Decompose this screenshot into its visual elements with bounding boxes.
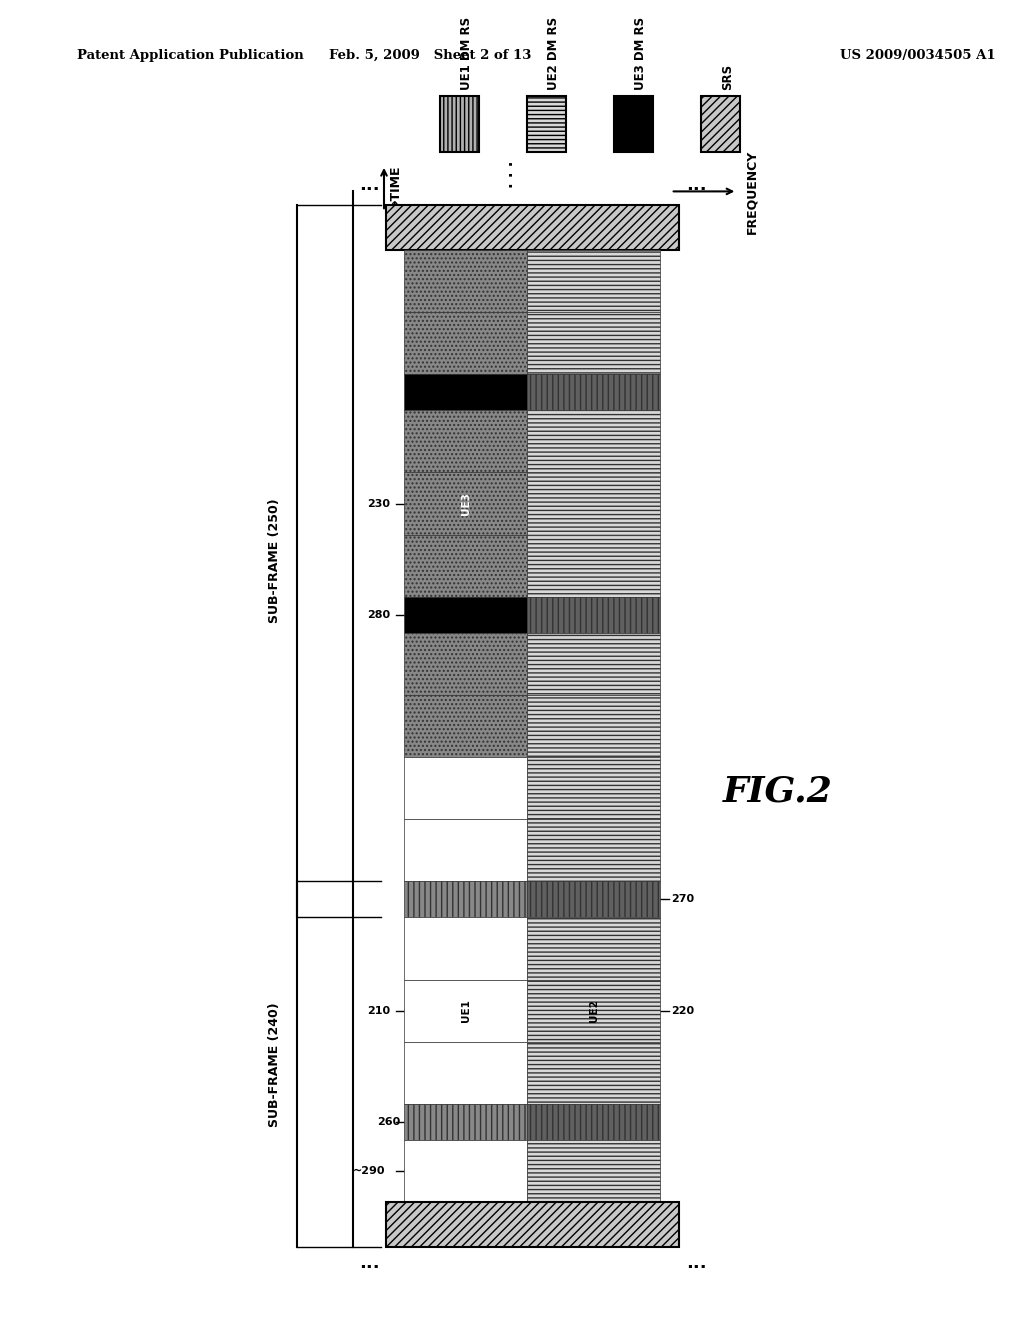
Text: 210: 210 bbox=[367, 1006, 390, 1015]
Bar bbox=[404, 632, 527, 694]
Bar bbox=[527, 1139, 660, 1203]
Bar bbox=[527, 313, 660, 375]
Bar bbox=[527, 917, 660, 979]
Bar bbox=[527, 249, 660, 313]
Text: UE1: UE1 bbox=[461, 999, 471, 1022]
Bar bbox=[404, 758, 527, 820]
Text: ...: ... bbox=[686, 1254, 707, 1272]
Text: UE3: UE3 bbox=[461, 492, 471, 515]
Bar bbox=[527, 1041, 660, 1104]
Text: 280: 280 bbox=[367, 610, 390, 620]
Bar bbox=[404, 597, 527, 632]
Bar bbox=[527, 979, 660, 1041]
Bar bbox=[404, 694, 527, 758]
Text: 270: 270 bbox=[671, 895, 694, 904]
Bar bbox=[404, 1104, 527, 1139]
Bar bbox=[404, 917, 527, 979]
Bar bbox=[527, 96, 566, 152]
Text: UE2: UE2 bbox=[589, 999, 599, 1022]
Bar bbox=[404, 882, 527, 917]
Bar bbox=[404, 535, 527, 597]
Bar bbox=[404, 979, 527, 1041]
Bar bbox=[527, 597, 660, 632]
Text: SUB-FRAME (240): SUB-FRAME (240) bbox=[268, 1002, 281, 1127]
Bar bbox=[404, 313, 527, 375]
Text: UE1 DM RS: UE1 DM RS bbox=[460, 17, 473, 90]
Text: 220: 220 bbox=[671, 1006, 694, 1015]
Text: ...: ... bbox=[359, 176, 380, 194]
Text: FREQUENCY: FREQUENCY bbox=[745, 149, 759, 234]
Text: UE2 DM RS: UE2 DM RS bbox=[547, 17, 560, 90]
Text: ...: ... bbox=[686, 176, 707, 194]
Bar bbox=[527, 882, 660, 917]
Text: ...: ... bbox=[359, 1254, 380, 1272]
Bar bbox=[404, 1041, 527, 1104]
Bar bbox=[404, 1139, 527, 1203]
Bar bbox=[527, 632, 660, 694]
Bar bbox=[527, 473, 660, 535]
Bar bbox=[404, 411, 527, 473]
Text: . . .: . . . bbox=[502, 161, 516, 187]
Text: US 2009/0034505 A1: US 2009/0034505 A1 bbox=[840, 49, 995, 62]
Bar bbox=[404, 820, 527, 882]
Bar bbox=[527, 375, 660, 411]
Bar bbox=[527, 411, 660, 473]
Text: Patent Application Publication: Patent Application Publication bbox=[77, 49, 303, 62]
Bar bbox=[404, 249, 527, 313]
Bar bbox=[527, 758, 660, 820]
Bar bbox=[404, 375, 527, 411]
Text: →TIME: →TIME bbox=[389, 165, 402, 210]
Text: ~290: ~290 bbox=[352, 1166, 385, 1176]
Bar bbox=[386, 1203, 679, 1247]
Bar bbox=[527, 820, 660, 882]
Bar bbox=[527, 694, 660, 758]
Bar bbox=[440, 96, 479, 152]
Text: SUB-FRAME (250): SUB-FRAME (250) bbox=[268, 499, 281, 623]
Bar bbox=[527, 1104, 660, 1139]
Bar bbox=[386, 205, 679, 249]
Text: UE3 DM RS: UE3 DM RS bbox=[634, 17, 647, 90]
Text: SRS: SRS bbox=[721, 63, 734, 90]
Bar bbox=[404, 473, 527, 535]
Text: 230: 230 bbox=[368, 499, 390, 508]
Bar bbox=[614, 96, 653, 152]
Bar bbox=[701, 96, 740, 152]
Text: Feb. 5, 2009   Sheet 2 of 13: Feb. 5, 2009 Sheet 2 of 13 bbox=[329, 49, 531, 62]
Text: FIG.2: FIG.2 bbox=[723, 775, 834, 809]
Text: 260: 260 bbox=[377, 1117, 400, 1127]
Bar bbox=[527, 535, 660, 597]
